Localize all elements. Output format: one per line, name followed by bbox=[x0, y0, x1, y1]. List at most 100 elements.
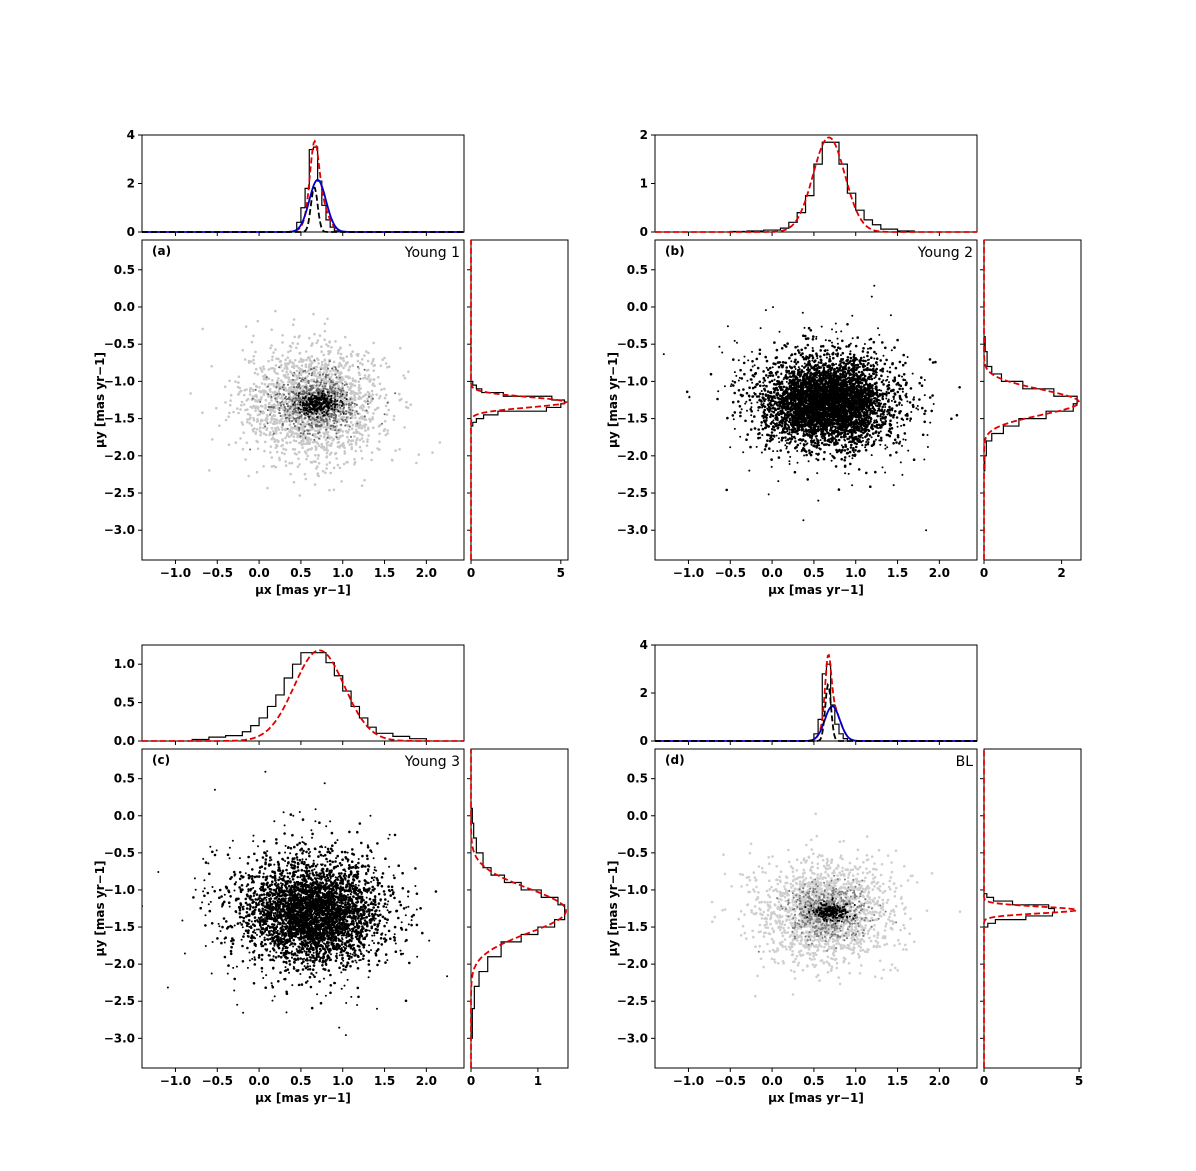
scatter-point bbox=[336, 371, 340, 374]
scatter-point bbox=[260, 382, 264, 385]
panel-b: −1.0 −0.5 0.0 0.5 1.0 1.5 2.00.50.0−0.5−1.0−1.… bbox=[606, 128, 1082, 597]
scatter-point bbox=[892, 442, 895, 445]
scatter-point bbox=[958, 386, 961, 389]
scatter-point bbox=[255, 470, 259, 474]
scatter-point bbox=[349, 386, 353, 389]
scatter-point bbox=[310, 368, 312, 371]
scatter-point bbox=[866, 354, 869, 358]
scatter-point bbox=[315, 384, 318, 387]
scatter-point bbox=[345, 412, 348, 415]
scatter-point bbox=[332, 466, 336, 470]
scatter-point bbox=[356, 422, 359, 425]
scatter-point bbox=[759, 384, 762, 388]
scatter-point bbox=[334, 419, 337, 422]
scatter-point bbox=[328, 415, 331, 418]
scatter-point bbox=[292, 378, 295, 381]
scatter-point bbox=[304, 425, 307, 428]
scatter-point bbox=[869, 485, 872, 489]
scatter-point bbox=[360, 358, 364, 361]
scatter-point bbox=[334, 429, 337, 432]
scatter-point bbox=[279, 379, 283, 382]
scatter-point bbox=[295, 419, 297, 422]
scatter-point bbox=[363, 374, 367, 377]
scatter-point bbox=[361, 433, 364, 437]
scatter-point bbox=[298, 384, 301, 386]
scatter-point bbox=[740, 394, 744, 398]
scatter-point bbox=[924, 409, 927, 413]
scatter-point bbox=[905, 381, 908, 385]
scatter-point bbox=[766, 439, 769, 443]
scatter-point bbox=[376, 406, 380, 410]
scatter-point bbox=[344, 418, 347, 421]
scatter-point bbox=[228, 379, 231, 383]
scatter-point bbox=[372, 341, 376, 345]
scatter-point bbox=[328, 488, 331, 492]
scatter-point bbox=[260, 395, 263, 399]
scatter-point bbox=[249, 386, 253, 390]
scatter-point bbox=[297, 383, 300, 386]
scatter-point bbox=[733, 391, 736, 395]
scatter-point bbox=[843, 459, 846, 462]
scatter-point bbox=[341, 434, 344, 437]
scatter-point bbox=[324, 376, 327, 379]
scatter-point bbox=[308, 393, 311, 396]
scatter-point bbox=[341, 393, 344, 396]
scatter-point bbox=[325, 456, 328, 459]
scatter-point bbox=[276, 381, 279, 384]
scatter-point bbox=[244, 325, 248, 328]
scatter-point bbox=[349, 408, 352, 411]
scatter-point bbox=[336, 382, 338, 385]
scatter-point bbox=[871, 432, 875, 435]
scatter-point bbox=[277, 357, 280, 361]
scatter-point bbox=[336, 393, 339, 396]
scatter-point bbox=[357, 397, 360, 400]
scatter-point bbox=[879, 359, 882, 362]
scatter-point bbox=[291, 410, 294, 413]
scatter-point bbox=[264, 403, 267, 407]
scatter-point bbox=[303, 397, 306, 400]
scatter-point bbox=[269, 431, 272, 434]
scatter-point bbox=[331, 390, 334, 393]
scatter-point bbox=[302, 379, 305, 381]
scatter-point bbox=[287, 405, 290, 408]
scatter-point bbox=[341, 387, 344, 390]
scatter-point bbox=[325, 382, 328, 385]
scatter-point bbox=[261, 410, 265, 413]
scatter-point bbox=[765, 359, 769, 363]
scatter-point bbox=[340, 378, 344, 381]
scatter-point bbox=[310, 422, 313, 424]
scatter-point bbox=[358, 373, 362, 377]
scatter-point bbox=[753, 415, 756, 418]
scatter-point bbox=[300, 414, 303, 417]
scatter-point bbox=[337, 384, 340, 388]
scatter-point bbox=[804, 346, 807, 350]
scatter-point bbox=[864, 359, 867, 363]
scatter-point bbox=[773, 341, 776, 344]
scatter-point bbox=[920, 376, 923, 379]
scatter-point bbox=[361, 395, 365, 398]
scatter-point bbox=[841, 339, 844, 343]
scatter-point bbox=[320, 403, 323, 406]
scatter-point bbox=[827, 443, 831, 447]
scatter-point bbox=[348, 411, 350, 414]
scatter-point bbox=[326, 422, 329, 425]
scatter-point bbox=[278, 382, 281, 386]
scatter-point bbox=[751, 360, 754, 363]
scatter-point bbox=[290, 372, 294, 375]
scatter-point bbox=[366, 411, 370, 414]
scatter-point bbox=[343, 446, 346, 450]
top-hist-y-tick-label: 2 bbox=[127, 177, 135, 191]
scatter-point bbox=[767, 397, 771, 400]
scatter-point bbox=[250, 340, 254, 344]
scatter-point bbox=[311, 342, 314, 345]
scatter-point bbox=[298, 372, 301, 374]
scatter-point bbox=[394, 392, 397, 395]
scatter-point bbox=[292, 374, 294, 377]
scatter-point bbox=[368, 401, 372, 404]
scatter-point bbox=[292, 417, 295, 420]
scatter-point bbox=[836, 354, 839, 358]
scatter-point bbox=[320, 392, 323, 395]
scatter-point bbox=[918, 398, 921, 401]
scatter-point bbox=[846, 432, 850, 436]
scatter-point bbox=[295, 411, 298, 414]
